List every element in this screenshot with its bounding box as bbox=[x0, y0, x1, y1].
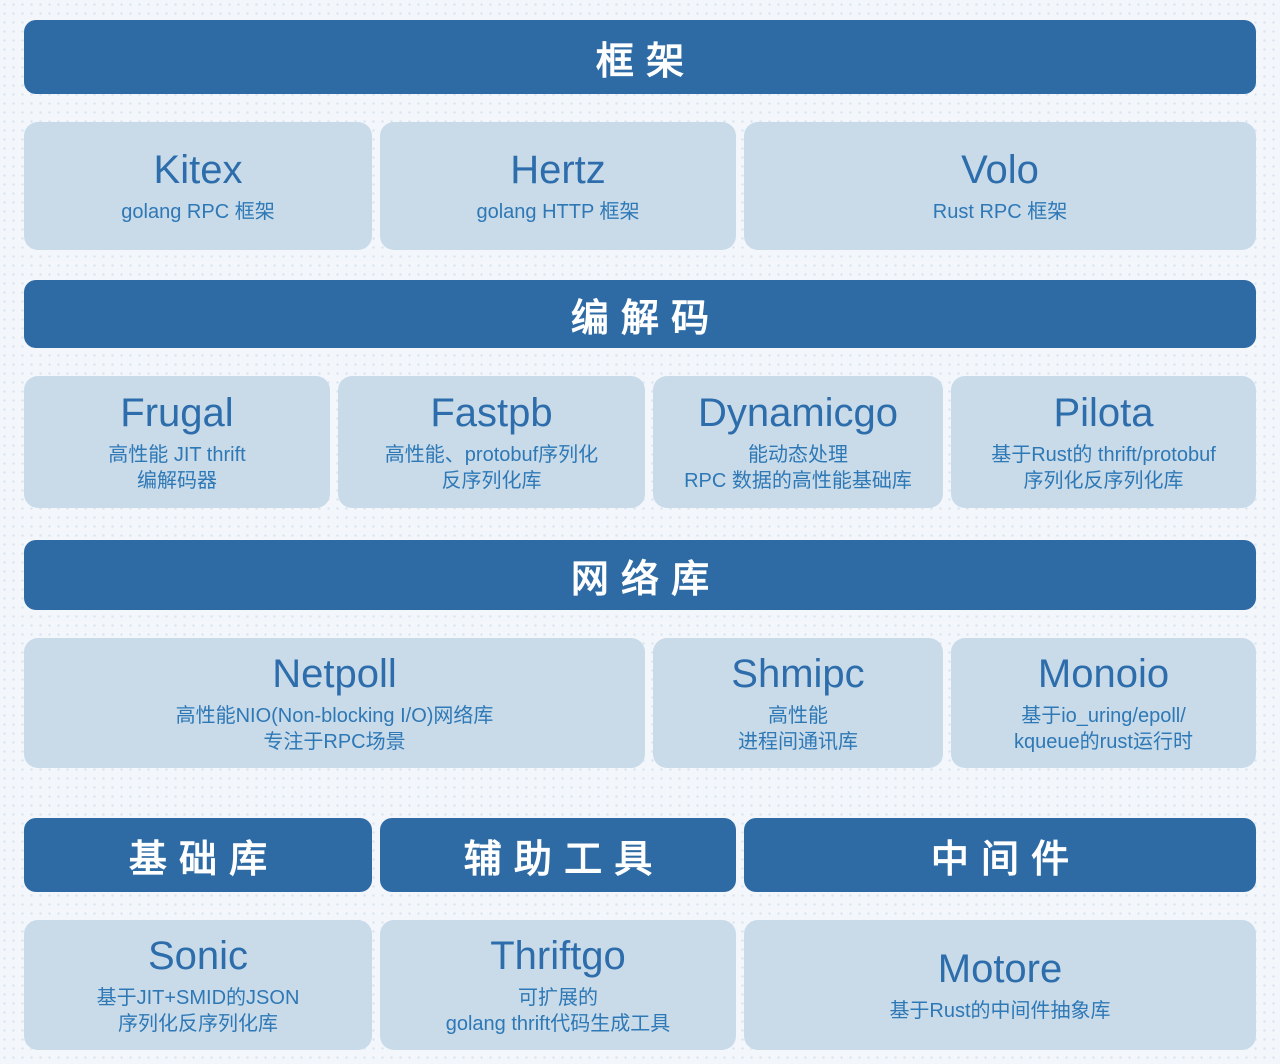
card-shmipc-description: 高性能 进程间通讯库 bbox=[738, 703, 858, 756]
card-thriftgo-title: Thriftgo bbox=[490, 933, 626, 978]
card-dynamicgo-description-line2: RPC 数据的高性能基础库 bbox=[684, 470, 912, 492]
card-fastpb: Fastpb 高性能、protobuf序列化 反序列化库 bbox=[338, 376, 645, 508]
card-hertz-title: Hertz bbox=[510, 147, 606, 192]
card-monoio-description-line2: kqueue的rust运行时 bbox=[1014, 731, 1193, 753]
section-band-framework-label: 框架 bbox=[595, 40, 697, 83]
section-band-network: 网络库 bbox=[24, 540, 1256, 610]
card-motore-title: Motore bbox=[937, 946, 1063, 991]
card-sonic-description-line2: 序列化反序列化库 bbox=[117, 1013, 278, 1035]
bottom-cards-row: Sonic 基于JIT+SMID的JSON 序列化反序列化库 Thriftgo … bbox=[24, 920, 1256, 1050]
card-kitex-description: golang RPC 框架 bbox=[121, 200, 275, 223]
card-shmipc-description-line1: 高性能 bbox=[768, 704, 828, 727]
card-pilota-description: 基于Rust的 thrift/protobuf 序列化反序列化库 bbox=[991, 442, 1216, 495]
card-fastpb-description-line1: 高性能、protobuf序列化 bbox=[384, 443, 599, 466]
section-band-middleware-label: 中间件 bbox=[930, 838, 1082, 881]
card-netpoll-description: 高性能NIO(Non-blocking I/O)网络库 专注于RPC场景 bbox=[176, 703, 494, 756]
card-volo: Volo Rust RPC 框架 bbox=[744, 122, 1256, 250]
section-band-aux-tools-label: 辅助工具 bbox=[463, 838, 665, 881]
card-motore: Motore 基于Rust的中间件抽象库 bbox=[744, 920, 1256, 1050]
section-band-codec: 编解码 bbox=[24, 280, 1256, 348]
card-pilota-description-line1: 基于Rust的 thrift/protobuf bbox=[991, 443, 1216, 466]
section-band-middleware: 中间件 bbox=[744, 818, 1256, 892]
card-kitex-title: Kitex bbox=[153, 147, 243, 192]
card-sonic-description: 基于JIT+SMID的JSON 序列化反序列化库 bbox=[97, 985, 300, 1038]
section-band-codec-label: 编解码 bbox=[570, 297, 722, 340]
card-fastpb-description: 高性能、protobuf序列化 反序列化库 bbox=[385, 442, 598, 495]
card-dynamicgo: Dynamicgo 能动态处理 RPC 数据的高性能基础库 bbox=[653, 376, 943, 508]
card-thriftgo-description: 可扩展的 golang thrift代码生成工具 bbox=[446, 985, 671, 1038]
card-sonic-title: Sonic bbox=[147, 933, 249, 978]
card-motore-description: 基于Rust的中间件抽象库 bbox=[889, 998, 1110, 1024]
card-shmipc-title: Shmipc bbox=[731, 651, 865, 696]
card-volo-description: Rust RPC 框架 bbox=[932, 200, 1068, 223]
section-band-base-lib-label: 基础库 bbox=[128, 838, 280, 881]
card-dynamicgo-description-line1: 能动态处理 bbox=[747, 443, 848, 466]
card-monoio-description: 基于io_uring/epoll/ kqueue的rust运行时 bbox=[1014, 703, 1193, 756]
section-band-base-lib: 基础库 bbox=[24, 818, 372, 892]
card-sonic-description-line1: 基于JIT+SMID的JSON bbox=[96, 986, 300, 1009]
card-sonic: Sonic 基于JIT+SMID的JSON 序列化反序列化库 bbox=[24, 920, 372, 1050]
card-monoio: Monoio 基于io_uring/epoll/ kqueue的rust运行时 bbox=[951, 638, 1256, 768]
card-monoio-description-line1: 基于io_uring/epoll/ bbox=[1021, 704, 1186, 727]
card-kitex: Kitex golang RPC 框架 bbox=[24, 122, 372, 250]
card-dynamicgo-title: Dynamicgo bbox=[697, 390, 899, 435]
card-frugal-description: 高性能 JIT thrift 编解码器 bbox=[108, 442, 245, 495]
card-dynamicgo-description: 能动态处理 RPC 数据的高性能基础库 bbox=[684, 442, 912, 495]
codec-cards-row: Frugal 高性能 JIT thrift 编解码器 Fastpb 高性能、pr… bbox=[24, 376, 1256, 508]
card-thriftgo: Thriftgo 可扩展的 golang thrift代码生成工具 bbox=[380, 920, 736, 1050]
card-frugal-description-line1: 高性能 JIT thrift bbox=[108, 443, 246, 466]
card-thriftgo-description-line1: 可扩展的 bbox=[517, 986, 598, 1009]
card-shmipc-description-line2: 进程间通讯库 bbox=[738, 731, 858, 753]
card-fastpb-description-line2: 反序列化库 bbox=[441, 470, 542, 492]
bottom-bands-row: 基础库 辅助工具 中间件 bbox=[24, 818, 1256, 892]
card-hertz: Hertz golang HTTP 框架 bbox=[380, 122, 736, 250]
card-pilota-title: Pilota bbox=[1053, 390, 1154, 435]
card-frugal-title: Frugal bbox=[120, 390, 234, 435]
section-band-aux-tools: 辅助工具 bbox=[380, 818, 736, 892]
card-netpoll-title: Netpoll bbox=[272, 651, 397, 696]
card-netpoll-description-line1: 高性能NIO(Non-blocking I/O)网络库 bbox=[175, 704, 494, 727]
card-frugal-description-line2: 编解码器 bbox=[136, 470, 217, 492]
card-monoio-title: Monoio bbox=[1037, 651, 1170, 696]
section-band-framework: 框架 bbox=[24, 20, 1256, 94]
card-frugal: Frugal 高性能 JIT thrift 编解码器 bbox=[24, 376, 330, 508]
card-netpoll-description-line2: 专注于RPC场景 bbox=[263, 731, 406, 753]
card-thriftgo-description-line2: golang thrift代码生成工具 bbox=[445, 1013, 671, 1035]
card-volo-title: Volo bbox=[961, 147, 1039, 192]
card-hertz-description: golang HTTP 框架 bbox=[476, 200, 640, 223]
card-pilota-description-line2: 序列化反序列化库 bbox=[1023, 470, 1184, 492]
card-pilota: Pilota 基于Rust的 thrift/protobuf 序列化反序列化库 bbox=[951, 376, 1256, 508]
card-netpoll: Netpoll 高性能NIO(Non-blocking I/O)网络库 专注于R… bbox=[24, 638, 645, 768]
section-band-network-label: 网络库 bbox=[570, 558, 722, 601]
card-motore-description-line1: 基于Rust的中间件抽象库 bbox=[889, 999, 1111, 1022]
card-fastpb-title: Fastpb bbox=[430, 390, 553, 435]
framework-cards-row: Kitex golang RPC 框架 Hertz golang HTTP 框架… bbox=[24, 122, 1256, 250]
network-cards-row: Netpoll 高性能NIO(Non-blocking I/O)网络库 专注于R… bbox=[24, 638, 1256, 768]
card-shmipc: Shmipc 高性能 进程间通讯库 bbox=[653, 638, 943, 768]
